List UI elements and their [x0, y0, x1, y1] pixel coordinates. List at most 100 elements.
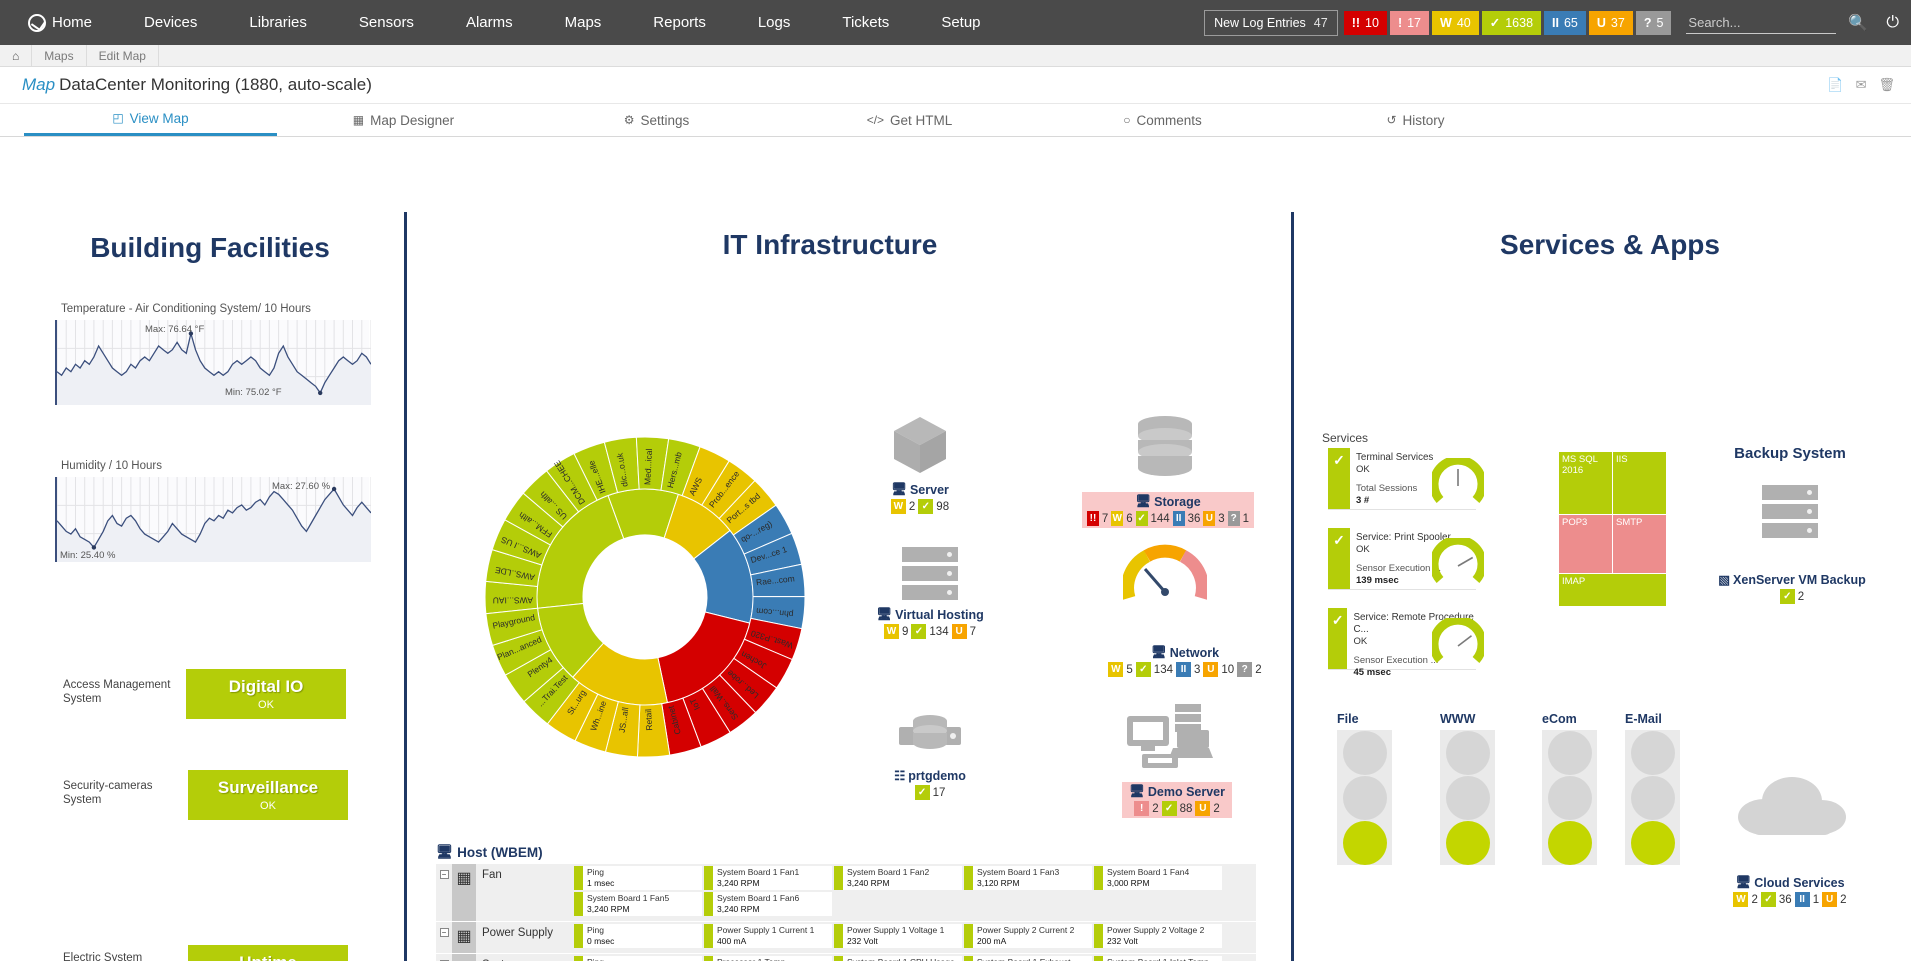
- mail-icon[interactable]: ✉: [1855, 77, 1867, 92]
- treemap-cell[interactable]: IMAP: [1559, 574, 1666, 606]
- traffic-lamp: [1547, 775, 1592, 820]
- collapse-icon[interactable]: −: [439, 870, 449, 879]
- device-virtual-hosting[interactable]: 🖥 Virtual Hosting W 9 ✓ 134 U 7: [865, 547, 995, 639]
- status-box-uptime[interactable]: Uptime OK: [188, 945, 348, 961]
- breadcrumb-item-maps[interactable]: Maps: [32, 44, 87, 67]
- sensor-cell[interactable]: Power Supply 1 Voltage 1 232 Volt: [834, 924, 962, 948]
- chart-humidity[interactable]: [55, 477, 371, 562]
- sensor-cell[interactable]: Processor 1 Temp38 °C: [704, 956, 832, 961]
- treemap-cell[interactable]: POP3: [1559, 515, 1612, 573]
- traffic-lamp: [1630, 820, 1675, 865]
- nav-item-reports[interactable]: Reports: [653, 14, 706, 31]
- sensor-cell[interactable]: Power Supply 2 Current 2 200 mA: [964, 924, 1092, 948]
- tab-get-html[interactable]: </> Get HTML: [783, 104, 1036, 136]
- sensor-cell[interactable]: System Board 1 Fan3 3,120 RPM: [964, 866, 1092, 890]
- new-log-entries-button[interactable]: New Log Entries 47: [1204, 9, 1338, 36]
- breadcrumb-home-icon[interactable]: ⌂: [0, 44, 33, 67]
- sensor-cell[interactable]: System Board 1 Fan1 3,240 RPM: [704, 866, 832, 890]
- device-group-icon: 🖥: [876, 607, 893, 621]
- svg-text:AWS...IAU: AWS...IAU: [493, 595, 533, 605]
- device-probe-icon: ☷: [894, 769, 906, 783]
- status-badge-down-acknowledged[interactable]: ! 17: [1389, 10, 1430, 35]
- tab-settings[interactable]: ⚙ Settings: [530, 104, 783, 136]
- page-export-icon[interactable]: 📄: [1827, 77, 1844, 92]
- status-badge-unusual[interactable]: U 37: [1588, 10, 1633, 35]
- nav-item-home[interactable]: Home: [14, 0, 118, 45]
- tab-comments[interactable]: ○ Comments: [1036, 104, 1289, 136]
- tab-view-map[interactable]: ◰ View Map: [24, 104, 277, 136]
- status-box-surveillance[interactable]: Surveillance OK: [188, 770, 348, 820]
- nav-item-tickets[interactable]: Tickets: [842, 14, 890, 31]
- search-icon[interactable]: 🔍: [1848, 14, 1869, 32]
- power-icon[interactable]: ⏻: [1886, 13, 1899, 31]
- sensor-cell[interactable]: System Board 1 Fan2 3,240 RPM: [834, 866, 962, 890]
- wbem-table-title: 🖥 Host (WBEM): [436, 844, 1256, 860]
- search-input[interactable]: [1686, 11, 1837, 34]
- status-box-digital-io[interactable]: Digital IO OK: [186, 669, 346, 719]
- nav-item-devices[interactable]: Devices: [144, 14, 198, 31]
- device-cloud-services[interactable]: 🖥 Cloud Services W 2 ✓ 36 II 1 U 2: [1700, 875, 1880, 907]
- treemap-cell-label: IMAP: [1562, 576, 1586, 587]
- traffic-light-e-mail[interactable]: E-Mail: [1625, 712, 1680, 865]
- sensor-cell[interactable]: Power Supply 1 Current 1 400 mA: [704, 924, 832, 948]
- device-xenserver-vm-backup[interactable]: ▧ XenServer VM Backup ✓ 2: [1712, 572, 1872, 604]
- tab-history[interactable]: ↺ History: [1289, 104, 1542, 136]
- mini-badge-value: 2: [1152, 802, 1159, 815]
- collapse-icon[interactable]: −: [439, 928, 449, 937]
- nav-item-setup[interactable]: Setup: [941, 14, 981, 31]
- sensor-cell[interactable]: System Board 1 Fan4 3,000 RPM: [1094, 866, 1222, 890]
- traffic-light-www[interactable]: WWW: [1440, 712, 1495, 865]
- device-prtgdemo[interactable]: ☷ prtgdemo ✓ 17: [865, 709, 995, 800]
- device-group-icon: 🖥: [1735, 875, 1752, 889]
- treemap-cell[interactable]: SMTP: [1613, 515, 1666, 573]
- traffic-light-label: eCom: [1542, 712, 1577, 726]
- sensor-cell[interactable]: System Board 1 CPU Usage400 #: [834, 956, 962, 961]
- mini-badge-icon: U: [1203, 662, 1219, 677]
- trash-icon[interactable]: 🗑: [1878, 77, 1895, 92]
- status-badge-unknown[interactable]: ? 5: [1635, 10, 1672, 35]
- nav-item-sensors[interactable]: Sensors: [358, 14, 414, 31]
- mini-badge-value: 7: [969, 625, 976, 638]
- sensor-cell[interactable]: Ping 1 msec: [574, 866, 702, 890]
- status-badge-up[interactable]: ✓ 1638: [1481, 10, 1542, 35]
- treemap-cell[interactable]: MS SQL 2016: [1559, 452, 1612, 514]
- table-row[interactable]: −▦SystemPing0 msecProcessor 1 Temp38 °CS…: [436, 954, 1256, 961]
- sensor-cell[interactable]: System Board 1 Exhaust Temp27 °C: [964, 956, 1092, 961]
- status-badge-warning[interactable]: W 40: [1432, 10, 1479, 35]
- status-badge-paused[interactable]: II 65: [1544, 10, 1586, 35]
- sensor-cell[interactable]: System Board 1 Fan5 3,240 RPM: [574, 892, 702, 916]
- page-title: Map DataCenter Monitoring (1880, auto-sca…: [22, 75, 372, 95]
- service-value: 139 msec: [1356, 575, 1399, 586]
- status-label-security-cameras: Security-cameras System: [63, 779, 173, 807]
- status-badge-value: 10: [1365, 15, 1379, 30]
- service-card[interactable]: ✓ Service: Remote Procedure C... OK Sensor …: [1328, 608, 1476, 678]
- nav-item-maps[interactable]: Maps: [564, 14, 602, 31]
- tab-map-designer[interactable]: ▦ Map Designer: [277, 104, 530, 136]
- device-demo-server-icon-wrap: [1095, 702, 1235, 777]
- traffic-light-file[interactable]: File: [1337, 712, 1392, 865]
- status-badge-down[interactable]: !! 10: [1343, 10, 1387, 35]
- sunburst-chart[interactable]: AWS...IAU AWS..LDE AWS...I US FFM...alth US …: [480, 432, 810, 767]
- sensor-cell[interactable]: System Board 1 Inlet Temp22 °C: [1094, 956, 1222, 961]
- table-row[interactable]: − ▦ Power Supply Ping 0 msec Power Supply 1 C…: [436, 922, 1256, 954]
- nav-item-alarms[interactable]: Alarms: [465, 14, 513, 31]
- sensor-cell[interactable]: System Board 1 Fan6 3,240 RPM: [704, 892, 832, 916]
- mini-badge-value: 2: [1255, 663, 1262, 676]
- sensor-cell-label: Ping: [587, 867, 605, 877]
- traffic-light-ecom[interactable]: eCom: [1542, 712, 1597, 865]
- device-network[interactable]: 🖥 Network W 5 ✓ 134 II 3 U 10? 2: [1100, 645, 1270, 677]
- traffic-lamp: [1630, 730, 1675, 775]
- nav-item-logs[interactable]: Logs: [757, 14, 791, 31]
- device-server[interactable]: 🖥 Server W 2 ✓ 98: [855, 415, 985, 514]
- sensor-cell[interactable]: Power Supply 2 Voltage 2 232 Volt: [1094, 924, 1222, 948]
- table-row[interactable]: − ▦ Fan Ping 1 msec System Board 1 Fan1 3,240 …: [436, 864, 1256, 922]
- treemap-cell[interactable]: IIS: [1613, 452, 1666, 514]
- device-storage[interactable]: 🖥 Storage !! 7 W 6 ✓ 144 II 36 U 3? 1: [1082, 492, 1254, 528]
- services-treemap[interactable]: MS SQL 2016 IIS POP3 SMTP IMAP: [1559, 452, 1669, 607]
- nav-item-libraries[interactable]: Libraries: [249, 14, 307, 31]
- breadcrumb-item-edit-map[interactable]: Edit Map: [87, 44, 159, 67]
- chart-temperature[interactable]: [55, 320, 371, 405]
- device-demo-server[interactable]: 🖥 Demo Server ! 2 ✓ 88 U 2: [1122, 782, 1232, 818]
